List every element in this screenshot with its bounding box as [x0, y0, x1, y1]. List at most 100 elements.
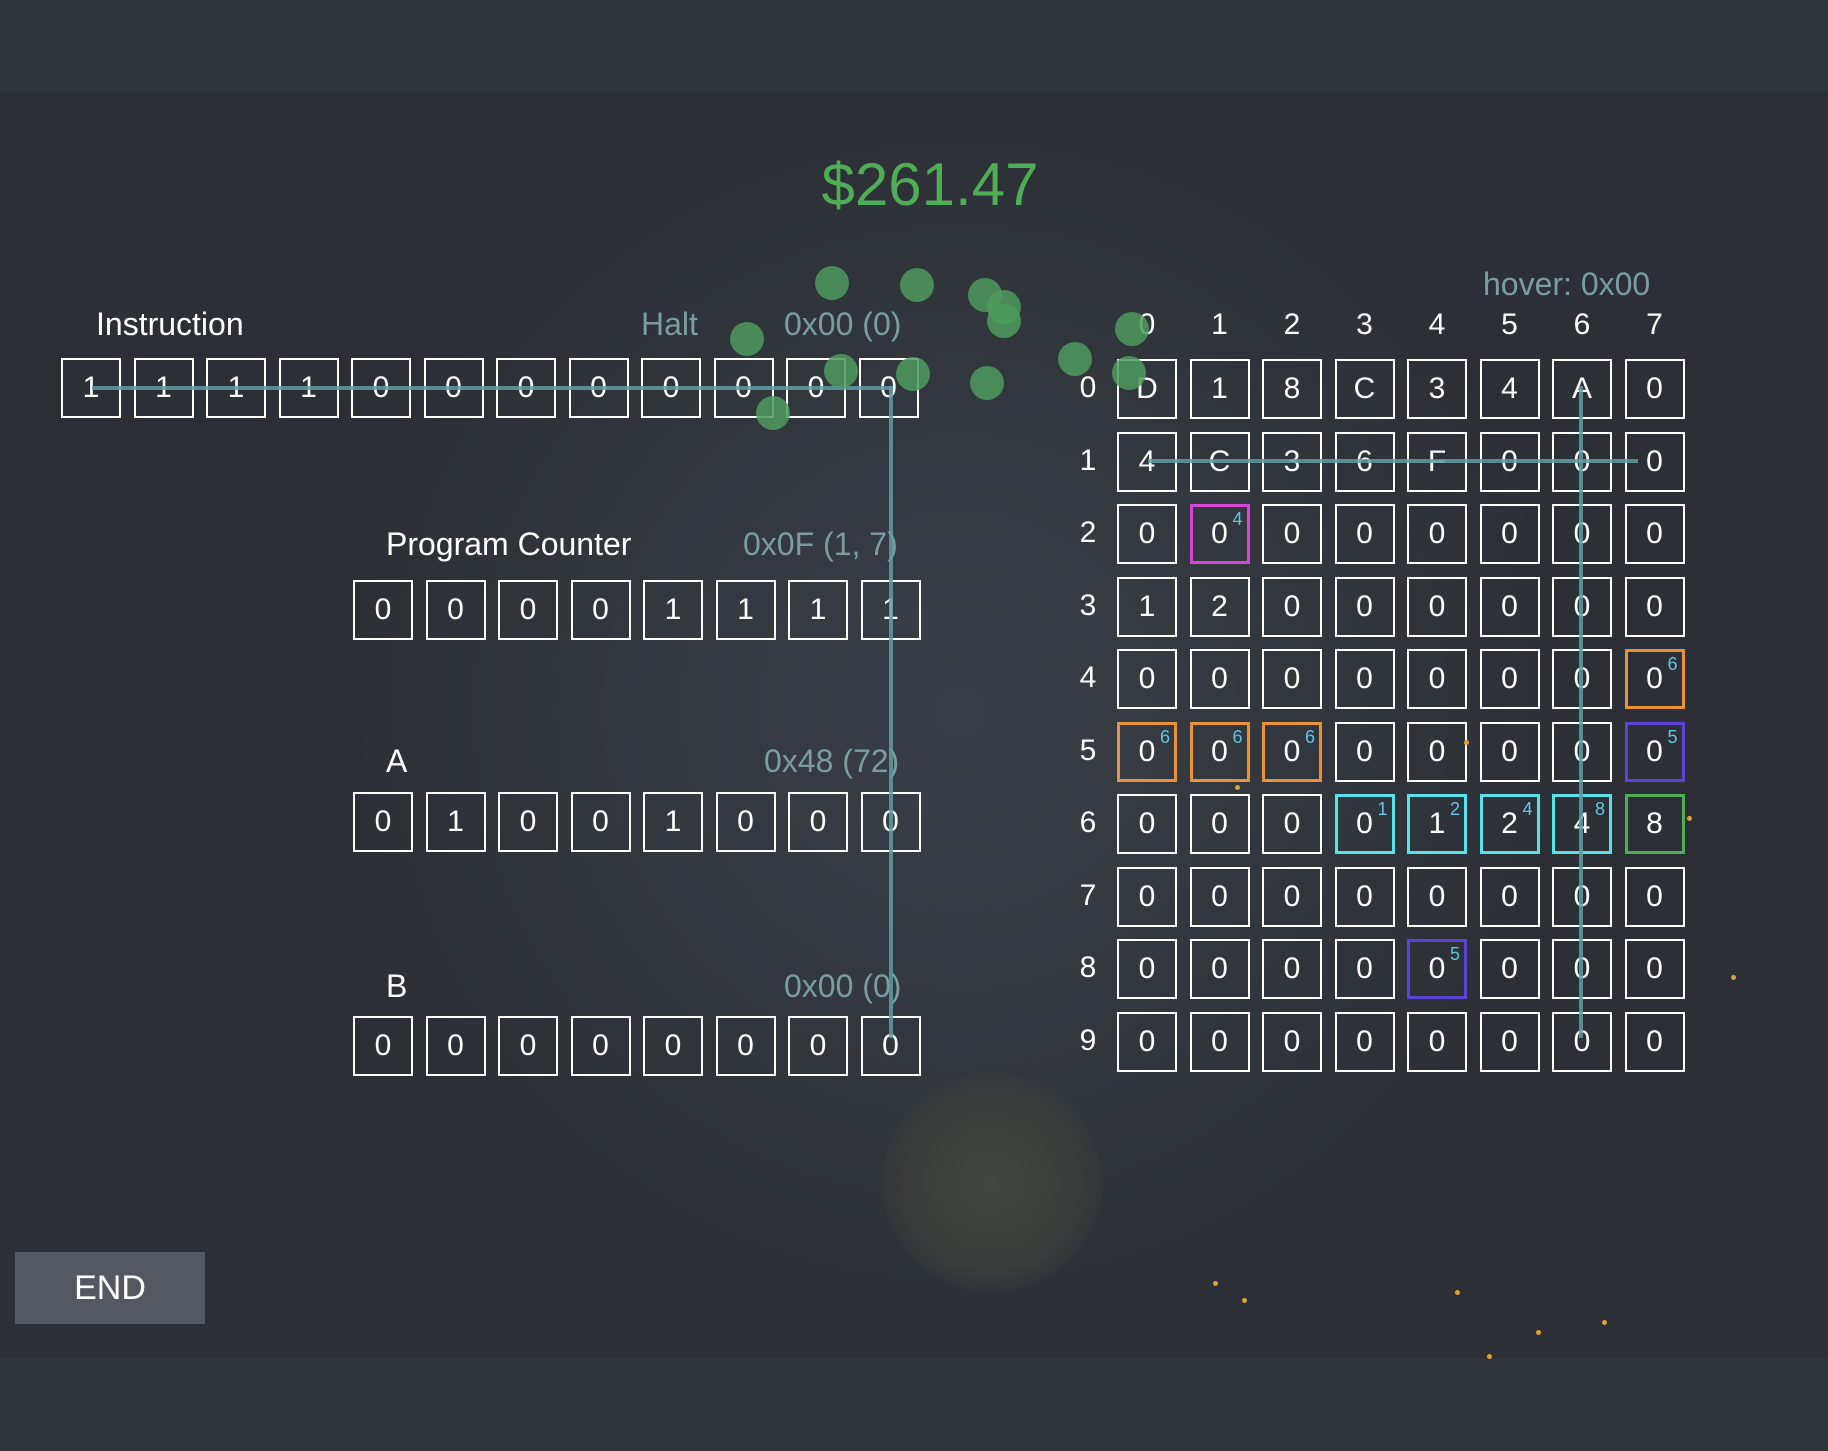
memory-cell[interactable]: 0: [1479, 866, 1540, 927]
reg-a-bit[interactable]: 0: [498, 792, 558, 852]
particle: [824, 354, 858, 388]
spark: [1455, 1290, 1460, 1295]
memory-cell[interactable]: 0: [1624, 939, 1685, 999]
pc-bit[interactable]: 1: [715, 580, 776, 640]
memory-cell[interactable]: 0: [1624, 359, 1685, 419]
memory-cell-value: 0: [1356, 879, 1373, 913]
particle: [1115, 312, 1149, 346]
memory-cell[interactable]: 4: [1479, 359, 1540, 419]
reg-b-bit[interactable]: 0: [353, 1016, 413, 1076]
memory-cell[interactable]: 0: [1262, 649, 1322, 709]
memory-cell[interactable]: 0: [1624, 504, 1685, 564]
reg-a-bit[interactable]: 0: [715, 792, 776, 852]
memory-cell[interactable]: 0: [1334, 939, 1395, 999]
memory-cell[interactable]: 0: [1334, 721, 1395, 782]
memory-cell[interactable]: 0: [1479, 576, 1540, 637]
memory-cell[interactable]: 0: [1407, 1011, 1467, 1072]
memory-cell[interactable]: 0: [1334, 1011, 1395, 1072]
memory-cell[interactable]: 0: [1479, 721, 1540, 782]
memory-cell[interactable]: 0: [1407, 721, 1467, 782]
memory-cell[interactable]: 0: [1189, 939, 1250, 999]
instruction-op: Halt: [641, 306, 698, 342]
bus-line-vertical: [889, 386, 893, 1038]
reg-a-value: 0x48 (72): [764, 743, 900, 779]
memory-cell[interactable]: 8: [1624, 794, 1685, 854]
memory-cell[interactable]: 0: [1189, 649, 1250, 709]
reg-a-bit[interactable]: 0: [788, 792, 848, 852]
memory-cell[interactable]: 1: [1189, 359, 1250, 419]
memory-cell[interactable]: 1: [1117, 576, 1177, 637]
memory-cell[interactable]: 0: [1117, 1011, 1177, 1072]
reg-b-bit[interactable]: 0: [643, 1016, 703, 1076]
reg-b-bit[interactable]: 0: [570, 1016, 631, 1076]
memory-cell[interactable]: 3: [1407, 359, 1467, 419]
memory-cell[interactable]: 0: [1189, 866, 1250, 927]
memory-cell[interactable]: 0: [1479, 649, 1540, 709]
memory-cell[interactable]: 0: [1334, 504, 1395, 564]
memory-cell[interactable]: 0: [1334, 866, 1395, 927]
memory-cell-value: 0: [1211, 1024, 1228, 1058]
memory-cell[interactable]: 0: [1262, 504, 1322, 564]
pc-bit[interactable]: 0: [570, 580, 631, 640]
memory-cell-value: 0: [1356, 734, 1373, 768]
memory-cell[interactable]: 0: [1117, 504, 1177, 564]
memory-cell-marker: 8: [1594, 799, 1605, 819]
memory-cell[interactable]: 2: [1189, 576, 1250, 637]
reg-b-bit[interactable]: 0: [425, 1016, 486, 1076]
pc-bit[interactable]: 0: [498, 580, 558, 640]
reg-a-label: A: [386, 743, 408, 779]
memory-cell[interactable]: 0: [1117, 939, 1177, 999]
reg-a-bit[interactable]: 0: [353, 792, 413, 852]
pc-bit[interactable]: 0: [353, 580, 413, 640]
memory-cell[interactable]: 0: [1334, 649, 1395, 709]
reg-b-label: B: [386, 968, 408, 1004]
memory-cell[interactable]: C: [1334, 359, 1395, 419]
memory-cell[interactable]: 0: [1407, 866, 1467, 927]
memory-cell[interactable]: 0: [1262, 1011, 1322, 1072]
reg-b-bit[interactable]: 0: [498, 1016, 558, 1076]
memory-cell-value: 0: [1356, 517, 1373, 550]
memory-cell[interactable]: 0: [1117, 794, 1177, 854]
memory-cell[interactable]: 0: [1262, 576, 1322, 637]
spark: [1602, 1320, 1607, 1325]
memory-cell[interactable]: 0: [1334, 576, 1395, 637]
memory-cell[interactable]: 0: [1407, 576, 1467, 637]
pc-bit[interactable]: 0: [425, 580, 486, 640]
memory-cell[interactable]: 0: [1117, 866, 1177, 927]
reg-a-bit[interactable]: 0: [570, 792, 631, 852]
memory-cell[interactable]: 0: [1479, 939, 1540, 999]
pc-bit[interactable]: 1: [788, 580, 848, 640]
memory-cell-value: 0: [1428, 952, 1446, 985]
memory-cell[interactable]: 0: [1189, 794, 1250, 854]
memory-cell[interactable]: 0: [1117, 649, 1177, 709]
reg-a-bit[interactable]: 1: [643, 792, 703, 852]
memory-cell[interactable]: 8: [1262, 359, 1322, 419]
memory-cell[interactable]: 0: [1479, 1011, 1540, 1072]
pc-bit[interactable]: 1: [643, 580, 703, 640]
memory-cell[interactable]: 0: [1262, 866, 1322, 927]
memory-cell[interactable]: 0: [1407, 649, 1467, 709]
reg-a-bit[interactable]: 1: [425, 792, 486, 852]
memory-cell[interactable]: 0: [1624, 576, 1685, 637]
memory-cell[interactable]: 0: [1624, 866, 1685, 927]
reg-b-bit[interactable]: 0: [715, 1016, 776, 1076]
memory-cell[interactable]: 0: [1624, 1011, 1685, 1072]
memory-cell[interactable]: 0: [1262, 794, 1322, 854]
memory-cell[interactable]: 0: [1262, 939, 1322, 999]
memory-cell[interactable]: 0: [1407, 504, 1467, 564]
memory-cell[interactable]: 0: [1479, 504, 1540, 564]
end-button[interactable]: END: [15, 1252, 205, 1324]
memory-cell[interactable]: 0: [1189, 1011, 1250, 1072]
spark: [1235, 785, 1240, 790]
reg-b-bit[interactable]: 0: [788, 1016, 848, 1076]
